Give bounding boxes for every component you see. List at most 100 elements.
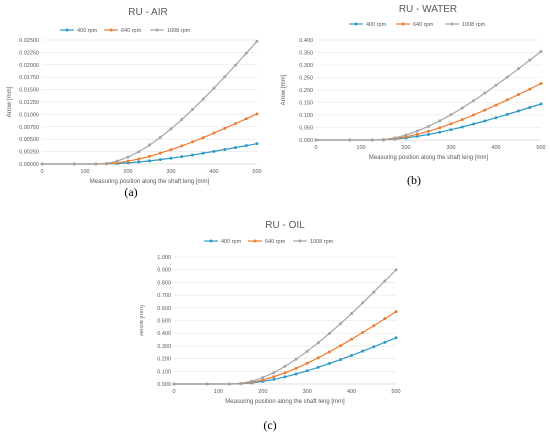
data-point <box>272 377 276 381</box>
legend-marker <box>298 239 302 243</box>
data-point <box>327 350 331 354</box>
data-point <box>372 290 376 294</box>
data-point <box>327 331 331 335</box>
data-point <box>528 58 532 62</box>
x-tick-label: 300 <box>303 389 312 395</box>
legend-label: 1008 rpm <box>462 22 486 28</box>
y-tick-label: 0.00750 <box>19 125 39 131</box>
legend-label: 400 rpm <box>77 28 98 34</box>
y-tick-label: 0.01000 <box>19 112 39 118</box>
data-point <box>283 375 287 379</box>
data-point <box>148 143 151 147</box>
data-point <box>244 144 248 148</box>
data-point <box>517 93 520 97</box>
x-axis-title: Measuring position along the shaft leng … <box>90 179 210 185</box>
data-point <box>505 98 509 102</box>
data-point <box>339 344 342 348</box>
data-point <box>472 122 475 126</box>
data-point <box>382 138 385 142</box>
data-point <box>305 349 309 353</box>
x-tick-label: 500 <box>391 389 400 395</box>
data-point <box>449 122 453 126</box>
x-tick-label: 500 <box>252 169 261 175</box>
data-point <box>255 142 259 146</box>
data-point <box>393 136 397 140</box>
data-point <box>438 119 442 123</box>
x-tick-label: 100 <box>356 145 365 151</box>
data-point <box>212 131 216 135</box>
data-point <box>316 365 320 369</box>
data-point <box>472 113 475 117</box>
data-point <box>316 341 320 345</box>
y-tick-label: 0.000 <box>157 382 171 388</box>
x-tick-label: 400 <box>347 389 356 395</box>
figure-caption: (b) <box>407 173 421 187</box>
legend-label: 1008 rpm <box>310 239 334 245</box>
chart-title: RU - WATER <box>399 4 457 15</box>
y-tick-label: 0.00000 <box>19 162 39 168</box>
y-tick-label: 0.100 <box>299 113 313 119</box>
data-point <box>126 159 130 163</box>
y-axis-title: Arrow [mm] <box>140 305 145 336</box>
y-tick-label: 0.350 <box>299 51 313 57</box>
data-point <box>438 130 442 134</box>
data-point <box>283 364 287 368</box>
data-point <box>517 67 520 71</box>
y-tick-label: 0.01750 <box>19 75 39 81</box>
x-tick-label: 400 <box>209 169 218 175</box>
data-point <box>483 91 487 95</box>
x-tick-label: 100 <box>80 169 89 175</box>
legend-marker <box>65 28 69 32</box>
data-point <box>460 106 464 110</box>
data-point <box>191 108 194 112</box>
y-tick-label: 0.100 <box>157 369 171 375</box>
chart-title: RU - OIL <box>265 220 305 231</box>
data-point <box>201 151 205 155</box>
data-point <box>361 349 365 353</box>
y-tick-label: 0.200 <box>299 88 313 94</box>
data-point <box>517 109 520 113</box>
legend-marker <box>401 22 405 26</box>
data-point <box>472 99 475 103</box>
x-axis-title: Measuring position along the shaft leng … <box>369 155 489 161</box>
x-tick-label: 100 <box>214 389 223 395</box>
x-tick-label: 200 <box>258 389 267 395</box>
legend-marker <box>450 22 454 26</box>
data-point <box>244 51 248 55</box>
data-point <box>283 371 287 375</box>
data-point <box>201 136 205 140</box>
y-tick-label: 0.800 <box>157 280 171 286</box>
data-point <box>339 358 342 362</box>
y-tick-label: 0.01250 <box>19 100 39 106</box>
chart-ru-air: RU - AIR (a) 0.00000 0.00250 0.00500 0.0075… <box>7 7 262 199</box>
y-tick-label: 0.300 <box>157 344 171 350</box>
data-point <box>539 102 543 106</box>
x-tick-label: 500 <box>536 145 545 151</box>
x-tick-label: 200 <box>123 169 132 175</box>
data-point <box>169 156 173 160</box>
data-point <box>212 86 216 90</box>
y-tick-label: 0.700 <box>157 293 171 299</box>
legend-label: 400 rpm <box>221 239 242 245</box>
data-point <box>460 118 464 122</box>
data-point <box>327 362 331 366</box>
data-point <box>148 154 151 158</box>
series-line-2 <box>174 269 397 385</box>
series-line-2 <box>42 40 258 165</box>
data-point <box>158 158 162 162</box>
data-point <box>180 118 184 122</box>
figure-caption: (c) <box>263 418 276 432</box>
data-point <box>539 49 543 53</box>
data-point <box>191 140 194 144</box>
legend-marker <box>253 239 257 243</box>
data-point <box>372 324 376 328</box>
series-line-2 <box>316 51 542 141</box>
data-point <box>449 113 453 117</box>
data-point <box>223 75 227 79</box>
data-point <box>350 337 354 341</box>
y-tick-label: 0.02250 <box>19 50 39 56</box>
y-tick-label: 0.500 <box>157 319 171 325</box>
data-point <box>350 311 354 315</box>
x-tick-label: 0 <box>40 169 43 175</box>
data-point <box>234 146 237 150</box>
